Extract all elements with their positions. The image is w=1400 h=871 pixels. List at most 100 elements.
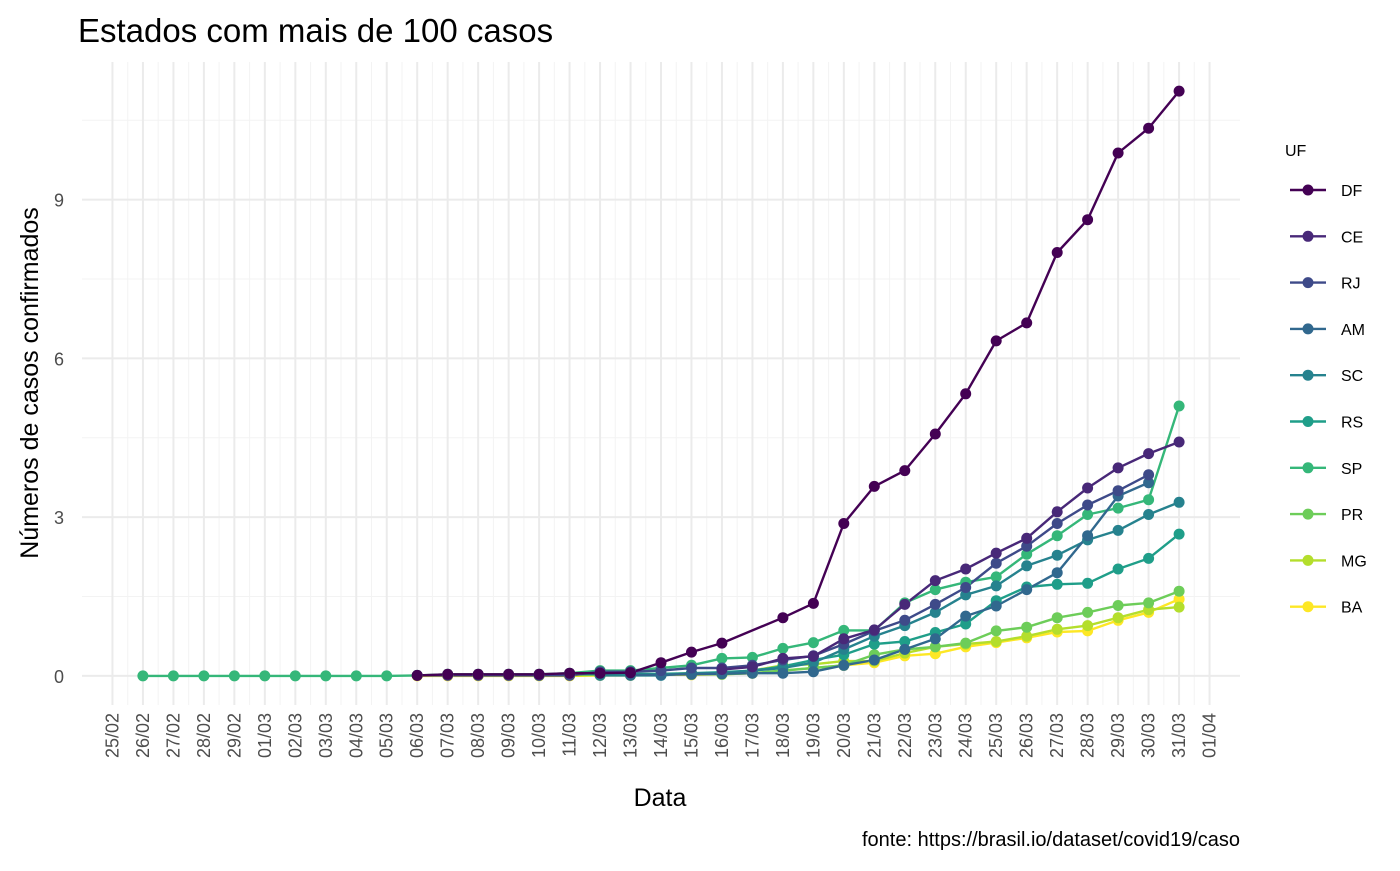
legend-key-point xyxy=(1302,508,1314,520)
x-axis-ticks: 25/02 26/02 27/02 28/02 29/02 01/03 02/03 03/03… xyxy=(102,713,1219,758)
data-point-sp xyxy=(1082,509,1094,520)
data-point-am xyxy=(1143,477,1155,489)
data-point-ce xyxy=(929,575,941,587)
data-point-df xyxy=(868,480,880,492)
data-point-am xyxy=(868,654,880,666)
data-point-rj xyxy=(1021,540,1033,552)
legend-label-sc: SC xyxy=(1341,368,1363,385)
data-point-am xyxy=(929,633,941,645)
data-point-rj xyxy=(899,614,911,626)
data-point-sp xyxy=(990,571,1002,583)
data-point-sp xyxy=(228,670,240,682)
data-point-ba xyxy=(1173,593,1185,605)
data-point-rs xyxy=(1173,528,1185,540)
data-point-df xyxy=(1112,147,1124,159)
data-point-rj xyxy=(1082,499,1094,511)
data-point-df xyxy=(807,597,819,609)
x-tick-label: 21/03 xyxy=(864,713,884,758)
data-point-df xyxy=(929,428,941,440)
x-tick-label: 31/03 xyxy=(1169,713,1189,758)
x-tick-label: 07/03 xyxy=(438,713,458,758)
x-tick-label: 01/04 xyxy=(1200,713,1220,758)
legend-label-sp: SP xyxy=(1341,461,1362,478)
y-tick-label: 6 xyxy=(54,349,64,369)
data-point-df xyxy=(411,669,423,681)
data-point-df xyxy=(625,667,636,679)
chart-caption: fonte: https://brasil.io/dataset/covid19… xyxy=(862,829,1240,851)
data-point-sp xyxy=(929,584,941,596)
data-point-ce xyxy=(899,598,911,610)
legend-label-rs: RS xyxy=(1341,415,1363,432)
x-tick-label: 16/03 xyxy=(712,713,732,758)
data-point-ce xyxy=(1051,506,1063,518)
data-point-df xyxy=(960,388,972,400)
x-tick-label: 03/03 xyxy=(316,713,336,758)
data-point-sp xyxy=(716,652,728,664)
legend-label-pr: PR xyxy=(1341,507,1363,524)
data-point-df xyxy=(564,667,576,679)
data-point-am xyxy=(1021,584,1033,596)
data-point-ce xyxy=(1082,482,1094,494)
data-point-pr xyxy=(1173,585,1185,597)
data-point-rj xyxy=(1143,469,1155,481)
x-tick-label: 19/03 xyxy=(803,713,823,758)
data-point-ce xyxy=(777,652,789,664)
data-point-sp xyxy=(320,670,332,682)
data-point-ce xyxy=(807,650,819,662)
data-point-sc xyxy=(1021,560,1033,572)
legend: UF DF CE RJ AM SC RS SP PR MG BA xyxy=(1285,143,1367,617)
data-point-rj xyxy=(1112,485,1124,497)
data-point-sp xyxy=(807,637,819,649)
data-point-rs xyxy=(960,618,972,630)
data-point-sc xyxy=(1143,509,1155,520)
x-tick-label: 25/03 xyxy=(986,713,1006,758)
data-point-sc xyxy=(1112,524,1124,536)
data-point-pr xyxy=(990,625,1002,637)
data-point-sp xyxy=(198,670,210,682)
x-tick-label: 15/03 xyxy=(681,713,701,758)
data-point-ce xyxy=(1143,448,1155,460)
legend-label-mg: MG xyxy=(1341,553,1367,570)
data-point-df xyxy=(899,465,911,477)
data-point-df xyxy=(533,668,545,680)
data-point-sc xyxy=(1051,549,1063,561)
x-tick-label: 27/02 xyxy=(163,713,183,758)
data-point-rj xyxy=(929,598,941,610)
data-point-rj xyxy=(1051,518,1063,529)
x-tick-label: 22/03 xyxy=(895,713,915,758)
data-point-sp xyxy=(167,670,179,682)
data-point-sp xyxy=(381,670,393,682)
data-point-df xyxy=(686,646,697,658)
data-point-ce xyxy=(990,547,1002,559)
x-tick-label: 23/03 xyxy=(925,713,945,758)
series-line-ce xyxy=(721,440,1180,671)
data-point-df xyxy=(838,518,850,529)
x-tick-label: 26/03 xyxy=(1017,713,1037,758)
y-tick-label: 0 xyxy=(54,667,64,687)
data-point-am xyxy=(990,600,1002,612)
x-tick-label: 24/03 xyxy=(956,713,976,758)
x-tick-label: 17/03 xyxy=(742,713,762,758)
data-point-df xyxy=(777,612,789,624)
data-point-df xyxy=(594,667,606,679)
data-point-sp xyxy=(137,670,149,682)
data-point-sp xyxy=(1173,400,1185,412)
legend-key-point xyxy=(1302,369,1314,381)
data-point-ce xyxy=(1112,462,1124,474)
data-point-pr xyxy=(1143,597,1155,609)
x-tick-label: 29/02 xyxy=(224,713,244,758)
data-point-am xyxy=(1051,567,1063,579)
data-point-rj xyxy=(655,665,667,677)
data-point-sc xyxy=(1173,496,1185,508)
data-point-mg xyxy=(1173,601,1185,613)
data-point-df xyxy=(503,668,515,680)
data-point-ce xyxy=(1173,436,1185,448)
data-point-pr xyxy=(1112,600,1124,611)
y-axis-ticks: 0 3 6 9 xyxy=(54,191,64,687)
data-point-df xyxy=(442,668,454,680)
y-tick-label: 9 xyxy=(54,191,64,211)
data-point-am xyxy=(777,667,789,679)
data-point-rs xyxy=(1143,552,1155,564)
